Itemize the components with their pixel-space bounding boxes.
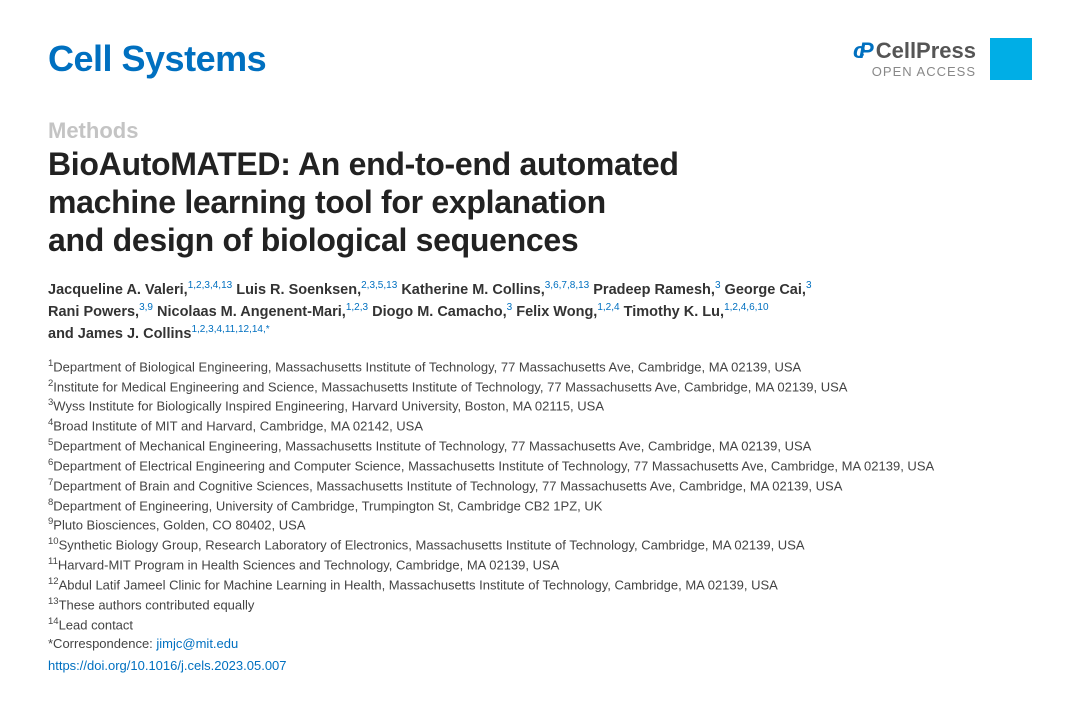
author-affiliation-refs: 3 <box>715 280 721 291</box>
author-affiliation-refs: 3 <box>806 280 812 291</box>
affiliation-line: 1Department of Biological Engineering, M… <box>48 357 1032 377</box>
author-name: George Cai, <box>725 282 806 298</box>
author-name: Luis R. Soenksen, <box>236 282 361 298</box>
author-name: Katherine M. Collins, <box>401 282 544 298</box>
author-affiliation-refs: 2,3,5,13 <box>361 280 397 291</box>
author-affiliation-refs: 1,2,3,4,11,12,14,* <box>191 324 269 335</box>
affiliation-line: 12Abdul Latif Jameel Clinic for Machine … <box>48 575 1032 595</box>
author-name: Felix Wong, <box>516 304 597 320</box>
author-name: Pradeep Ramesh, <box>593 282 715 298</box>
affiliation-line: 14Lead contact <box>48 615 1032 635</box>
author-name: Rani Powers, <box>48 304 139 320</box>
publisher-name: CellPress <box>876 38 976 64</box>
author-affiliation-refs: 1,2,3,4,13 <box>188 280 232 291</box>
affiliation-line: 5Department of Mechanical Engineering, M… <box>48 436 1032 456</box>
affiliation-line: 6Department of Electrical Engineering an… <box>48 456 1032 476</box>
affiliation-line: 8Department of Engineering, University o… <box>48 496 1032 516</box>
author-name: Jacqueline A. Valeri, <box>48 282 188 298</box>
affiliation-line: 7Department of Brain and Cognitive Scien… <box>48 476 1032 496</box>
author-name: Timothy K. Lu, <box>624 304 724 320</box>
correspondence-email[interactable]: jimjc@mit.edu <box>156 636 238 651</box>
section-label: Methods <box>48 118 1032 144</box>
author-affiliation-refs: 1,2,4,6,10 <box>724 302 768 313</box>
doi-link[interactable]: https://doi.org/10.1016/j.cels.2023.05.0… <box>48 658 287 673</box>
title-line: and design of biological sequences <box>48 222 578 258</box>
author-list: Jacqueline A. Valeri,1,2,3,4,13 Luis R. … <box>48 279 1032 345</box>
affiliation-line: 13These authors contributed equally <box>48 595 1032 615</box>
cellpress-icon: c P <box>853 38 870 64</box>
header: Cell Systems c P CellPress OPEN ACCESS <box>48 38 1032 80</box>
author-name: and James J. Collins <box>48 326 191 342</box>
author-affiliation-refs: 3,6,7,8,13 <box>545 280 589 291</box>
publisher-block: c P CellPress OPEN ACCESS <box>853 38 1032 80</box>
author-affiliation-refs: 1,2,4 <box>597 302 619 313</box>
affiliation-line: 10Synthetic Biology Group, Research Labo… <box>48 535 1032 555</box>
affiliation-line: 11Harvard-MIT Program in Health Sciences… <box>48 555 1032 575</box>
affiliation-list: 1Department of Biological Engineering, M… <box>48 357 1032 676</box>
author-name: Diogo M. Camacho, <box>372 304 507 320</box>
correspondence-line: *Correspondence: jimjc@mit.edu <box>48 634 1032 654</box>
article-title: BioAutoMATED: An end-to-end automated ma… <box>48 146 1032 259</box>
affiliation-line: 3Wyss Institute for Biologically Inspire… <box>48 396 1032 416</box>
affiliation-line: 2Institute for Medical Engineering and S… <box>48 377 1032 397</box>
affiliation-line: 4Broad Institute of MIT and Harvard, Cam… <box>48 416 1032 436</box>
author-affiliation-refs: 3,9 <box>139 302 153 313</box>
author-name: Nicolaas M. Angenent-Mari, <box>157 304 346 320</box>
open-access-label: OPEN ACCESS <box>853 64 976 79</box>
journal-name: Cell Systems <box>48 38 266 80</box>
author-affiliation-refs: 1,2,3 <box>346 302 368 313</box>
title-line: machine learning tool for explanation <box>48 184 606 220</box>
title-line: BioAutoMATED: An end-to-end automated <box>48 146 679 182</box>
brand-swatch <box>990 38 1032 80</box>
author-affiliation-refs: 3 <box>507 302 513 313</box>
correspondence-label: *Correspondence: <box>48 636 156 651</box>
affiliation-line: 9Pluto Biosciences, Golden, CO 80402, US… <box>48 515 1032 535</box>
